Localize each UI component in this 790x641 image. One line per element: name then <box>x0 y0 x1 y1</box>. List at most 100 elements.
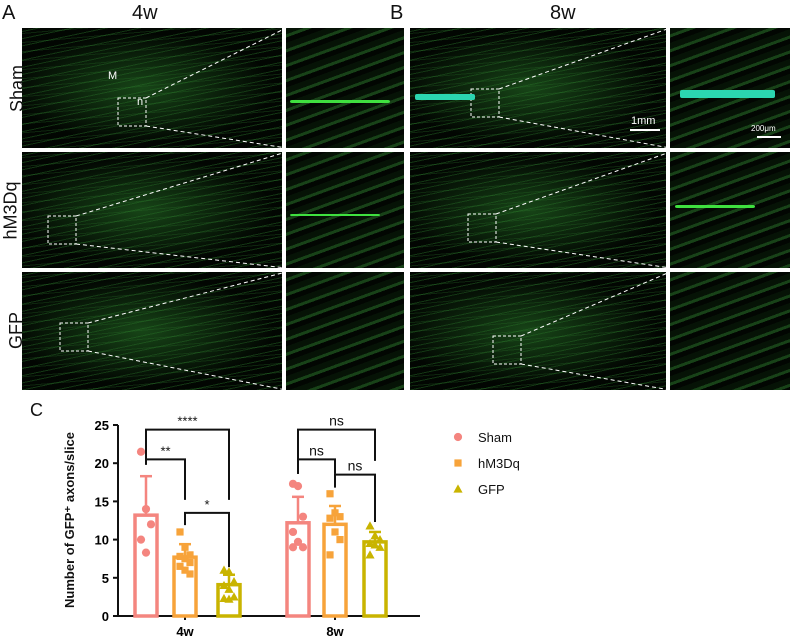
significance-bracket <box>145 458 186 500</box>
data-point <box>293 482 303 491</box>
data-point <box>375 542 385 551</box>
muscle-micrograph <box>22 272 282 390</box>
zoom-guide-line <box>495 241 671 269</box>
data-point <box>181 566 189 574</box>
data-point <box>141 504 151 514</box>
bar <box>362 540 388 618</box>
data-point <box>136 535 146 544</box>
data-point <box>288 527 298 537</box>
zoom-region-box <box>59 322 89 352</box>
zoom-guide-line <box>87 271 287 324</box>
zoom-region-box <box>492 335 522 365</box>
data-point <box>453 432 463 442</box>
zoom-guide-line <box>75 151 287 217</box>
data-point <box>365 550 375 559</box>
inset-micrograph <box>286 28 404 148</box>
data-point <box>326 551 334 559</box>
data-point <box>176 552 184 561</box>
significance-bracket <box>297 458 336 474</box>
y-tick-label: 25 <box>95 418 109 433</box>
muscle-label: M <box>108 70 118 82</box>
nerve-label: n <box>137 96 144 108</box>
zoom-guide-line <box>87 350 287 391</box>
data-point <box>331 528 339 536</box>
data-point <box>224 567 234 576</box>
column-title-8w: 8w <box>550 2 576 24</box>
data-point <box>365 538 375 548</box>
data-point <box>186 551 194 559</box>
significance-bracket <box>145 428 230 500</box>
inset-micrograph <box>670 152 790 268</box>
data-point <box>453 484 463 493</box>
muscle-micrograph <box>22 152 282 268</box>
zoom-region-box <box>117 97 147 127</box>
data-point <box>141 548 151 557</box>
zoom-region-box <box>467 213 497 243</box>
zoom-guide-line <box>520 271 671 337</box>
data-point <box>370 540 380 549</box>
zoom-guide-line <box>520 363 671 391</box>
zoom-region-box <box>47 215 77 245</box>
data-point <box>146 520 156 529</box>
significance-label: ns <box>348 458 363 474</box>
data-point <box>365 521 375 530</box>
significance-label: ** <box>160 443 170 458</box>
data-point <box>186 558 194 567</box>
zoom-guide-line <box>145 125 287 149</box>
data-point <box>288 543 298 552</box>
zoom-guide-line <box>145 27 287 99</box>
y-tick-label: 10 <box>95 533 109 548</box>
bar <box>285 521 311 618</box>
legend-label: Sham <box>478 430 512 445</box>
zoom-guide-line <box>495 151 671 215</box>
labeled-nerve <box>290 214 380 216</box>
legend-label: hM3Dq <box>478 456 520 471</box>
data-point <box>298 512 308 521</box>
inset-micrograph <box>286 152 404 268</box>
significance-label: ns <box>309 442 324 458</box>
labeled-nerve <box>415 94 475 100</box>
column-title-4w: 4w <box>132 2 158 24</box>
data-point <box>331 509 339 517</box>
x-tick-label: 4w <box>176 624 194 639</box>
significance-label: **** <box>177 414 197 429</box>
data-point <box>336 513 344 521</box>
significance-bracket <box>334 473 376 523</box>
inset-micrograph <box>670 28 790 148</box>
panel-label-a: A <box>2 2 16 24</box>
significance-label: ns <box>329 413 344 429</box>
significance-bracket <box>297 428 376 474</box>
data-point <box>224 584 234 593</box>
panel-label-b: B <box>390 2 404 24</box>
data-point <box>293 537 303 546</box>
scale-label-200um: 200μm <box>751 124 776 133</box>
y-tick-label: 0 <box>102 609 109 624</box>
data-point <box>224 594 234 603</box>
muscle-micrograph <box>410 272 666 390</box>
data-point <box>326 514 334 522</box>
data-point <box>336 536 344 544</box>
scale-label-1mm: 1mm <box>631 115 656 127</box>
zoom-guide-line <box>498 116 671 149</box>
data-point <box>370 531 380 540</box>
data-point <box>229 577 239 586</box>
zoom-guide-line <box>498 27 671 90</box>
data-point <box>219 580 229 590</box>
legend-label: GFP <box>478 482 505 497</box>
data-point <box>181 555 189 563</box>
data-point <box>229 592 239 601</box>
muscle-micrograph <box>22 28 282 148</box>
significance-bracket <box>184 511 230 568</box>
data-point <box>181 543 189 551</box>
muscle-micrograph <box>410 28 666 148</box>
data-point <box>136 447 146 456</box>
y-tick-label: 20 <box>95 456 109 471</box>
x-tick-label: 8w <box>326 624 344 639</box>
labeled-nerve <box>290 100 390 103</box>
significance-label: * <box>204 497 209 512</box>
data-point <box>454 459 462 467</box>
labeled-nerve <box>675 205 755 208</box>
